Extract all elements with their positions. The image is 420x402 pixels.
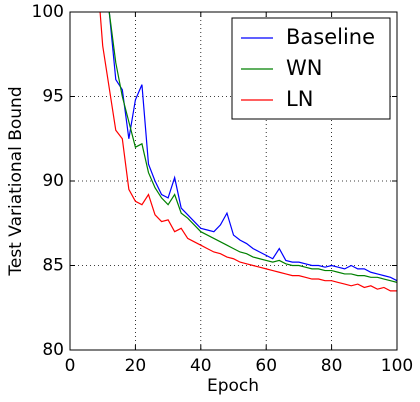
series-line — [99, 12, 397, 292]
y-tick-label: 90 — [42, 171, 64, 191]
legend-label: LN — [286, 87, 313, 111]
x-axis-label: Epoch — [207, 376, 259, 396]
plot-frame — [69, 11, 398, 351]
y-tick-label: 100 — [32, 2, 64, 22]
x-tick-label: 80 — [321, 356, 343, 376]
y-axis-label: Test Variational Bound — [6, 86, 26, 276]
x-tick-label: 100 — [381, 356, 413, 376]
series-line — [108, 12, 397, 283]
series-line — [108, 12, 397, 282]
x-tick-label: 0 — [65, 356, 76, 376]
y-tick-label: 85 — [42, 256, 64, 276]
legend-label: Baseline — [286, 25, 375, 49]
y-tick-label: 80 — [42, 340, 64, 360]
x-tick-label: 60 — [255, 356, 277, 376]
plot-lines — [99, 12, 397, 292]
x-tick-label: 40 — [190, 356, 212, 376]
y-tick-label: 95 — [42, 87, 64, 107]
x-tick-label: 20 — [125, 356, 147, 376]
legend-label: WN — [286, 56, 322, 80]
